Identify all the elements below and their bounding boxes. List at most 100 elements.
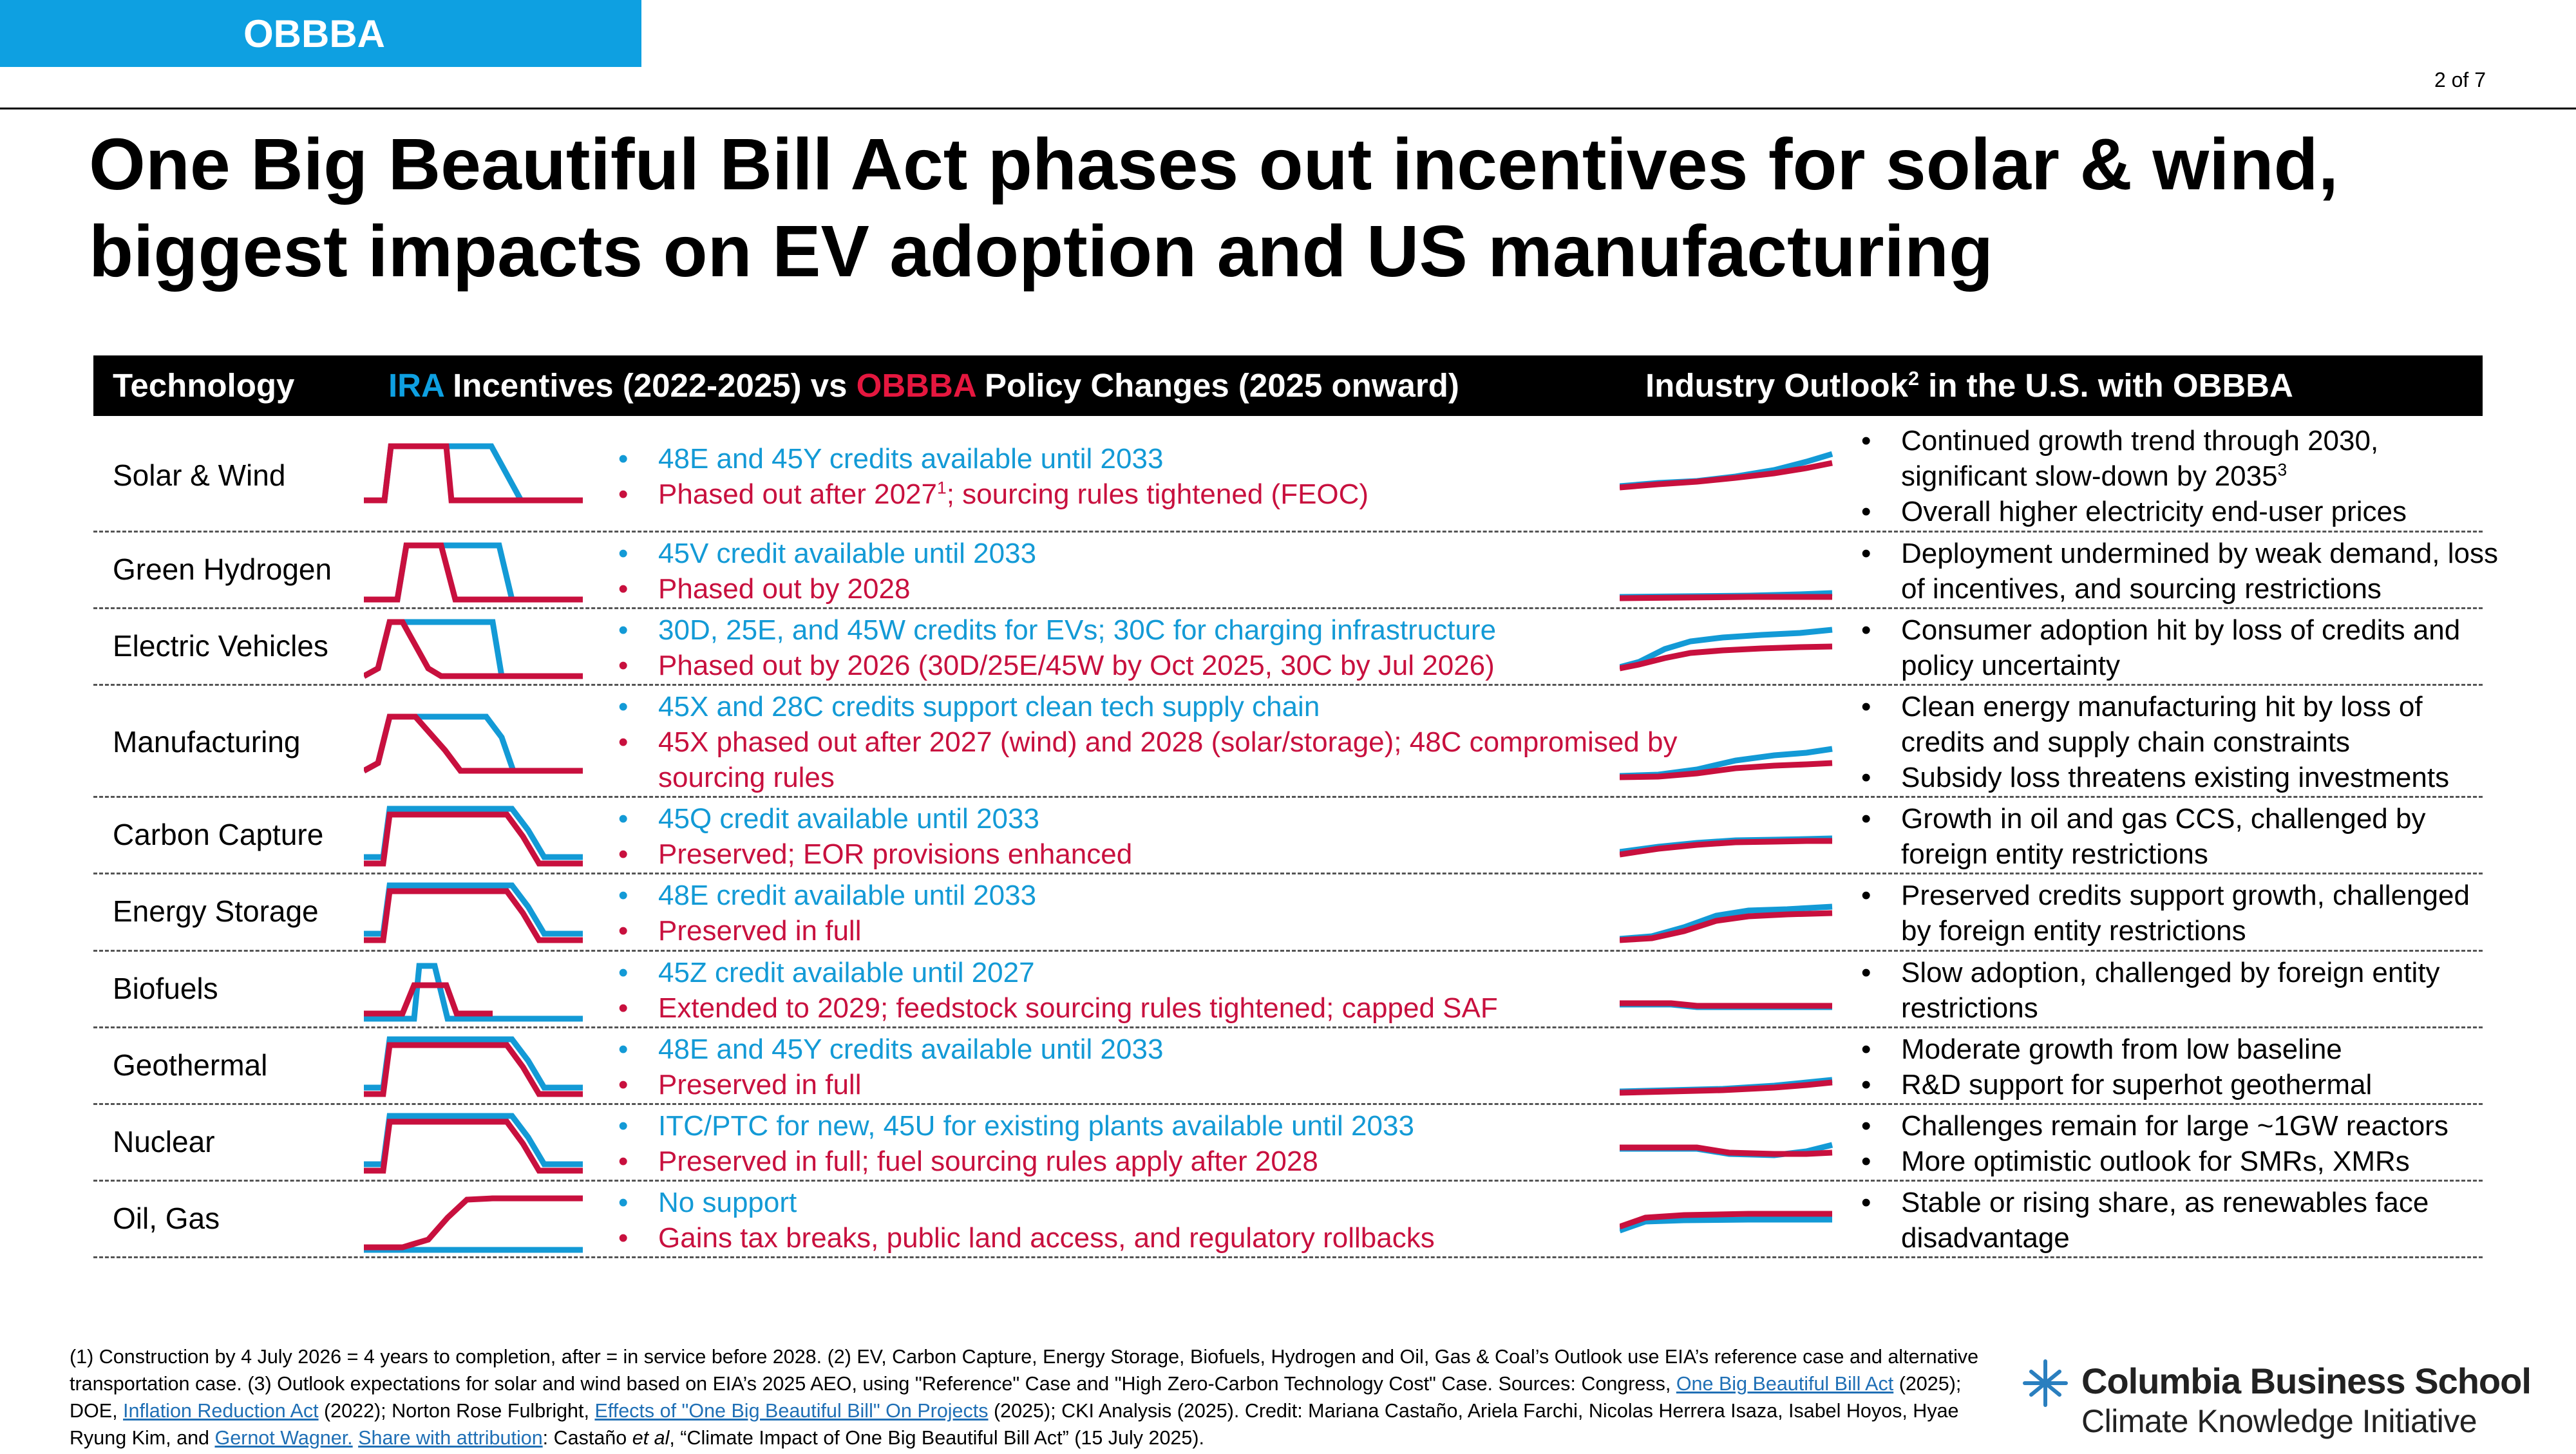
outlook-item: Subsidy loss threatens existing investme… (1861, 760, 2505, 795)
ira-incentive-line (364, 443, 583, 504)
col-policy: IRA Incentives (2022-2025) vs OBBBA Poli… (388, 355, 1459, 416)
footnote-text (353, 1427, 358, 1449)
outlook-item-text: Continued growth trend through 2030, sig… (1901, 425, 2379, 492)
logo-initiative-name: Climate Knowledge Initiative (2081, 1403, 2477, 1439)
outlook-list: Slow adoption, challenged by foreign ent… (1861, 955, 2505, 1026)
columbia-logo: Columbia Business School Climate Knowled… (2020, 1357, 2532, 1441)
obbba-outlook-line (1620, 460, 1833, 491)
outlook-list: Stable or rising share, as renewables fa… (1861, 1185, 2505, 1256)
obbba-incentive-line (364, 443, 583, 504)
page-title: One Big Beautiful Bill Act phases out in… (89, 121, 2523, 295)
col-outlook-text-2: in the U.S. with OBBBA (1919, 367, 2293, 404)
cbs-crown-icon (2023, 1359, 2068, 1407)
incentive-timeline-chart (364, 806, 583, 867)
incentive-timeline-chart (364, 1195, 583, 1253)
ira-incentive: 48E credit available until 2033 (618, 878, 1713, 913)
page-number: 2 of 7 (2434, 68, 2486, 91)
ira-incentive-line (364, 713, 583, 774)
technology-name: Carbon Capture (113, 818, 324, 851)
outlook-chart (1620, 627, 1833, 672)
obbba-outlook-line (1620, 1211, 1832, 1230)
ira-incentive: 48E and 45Y credits available until 2033 (618, 1032, 1713, 1067)
link-ira[interactable]: Inflation Reduction Act (123, 1400, 319, 1422)
obbba-change: Preserved in full (618, 1067, 1713, 1102)
policy-list: 45V credit available until 2033 Phased o… (618, 536, 1713, 607)
ira-incentive: 45X and 28C credits support clean tech s… (618, 689, 1713, 724)
ira-outlook-line (1620, 1216, 1832, 1234)
technology-name: Biofuels (113, 972, 218, 1005)
col-policy-text: Policy Changes (2025 onward) (975, 367, 1459, 404)
incentive-timeline-chart (364, 542, 583, 603)
footnote-italic: et al (632, 1427, 670, 1449)
obbba-outlook-line (1620, 1000, 1832, 1009)
footnote-text: (1) Construction by 4 July 2026 = 4 year… (70, 1346, 1979, 1395)
technology-name: Solar & Wind (113, 458, 286, 492)
obbba-change: Phased out by 2026 (30D/25E/45W by Oct 2… (618, 648, 1713, 683)
ira-incentive: 30D, 25E, and 45W credits for EVs; 30C f… (618, 612, 1713, 648)
obbba-outlook-line (1620, 594, 1832, 601)
policy-list: 30D, 25E, and 45W credits for EVs; 30C f… (618, 612, 1713, 683)
ira-incentive: 48E and 45Y credits available until 2033 (618, 441, 1713, 477)
obbba-change: 45X phased out after 2027 (wind) and 202… (618, 724, 1713, 795)
header-divider (0, 108, 2576, 109)
table-header: Technology IRA Incentives (2022-2025) vs… (93, 355, 2483, 416)
outlook-list: Preserved credits support growth, challe… (1861, 878, 2505, 949)
outlook-item: Slow adoption, challenged by foreign ent… (1861, 955, 2505, 1026)
obbba-outlook-line (1620, 643, 1833, 672)
policy-list: ITC/PTC for new, 45U for existing plants… (618, 1108, 1713, 1179)
technology-name: Geothermal (113, 1048, 268, 1082)
obbba-incentive-line (364, 713, 583, 774)
policy-list: No support Gains tax breaks, public land… (618, 1185, 1713, 1256)
col-outlook: Industry Outlook2 in the U.S. with OBBBA (1645, 355, 2293, 416)
outlook-chart (1620, 1077, 1833, 1096)
ira-incentive: ITC/PTC for new, 45U for existing plants… (618, 1108, 1713, 1144)
obbba-change: Preserved; EOR provisions enhanced (618, 836, 1713, 872)
outlook-chart (1620, 1142, 1833, 1158)
table-row-geothermal: Geothermal 48E and 45Y credits available… (93, 1028, 2483, 1105)
outlook-chart (1620, 1211, 1832, 1234)
outlook-list: Deployment undermined by weak demand, lo… (1861, 536, 2505, 607)
outlook-item: Clean energy manufacturing hit by loss o… (1861, 689, 2505, 760)
outlook-item: Preserved credits support growth, challe… (1861, 878, 2505, 949)
link-obbba[interactable]: One Big Beautiful Bill Act (1676, 1373, 1894, 1395)
technology-name: Oil, Gas (113, 1202, 220, 1235)
footnote-text: : Castaño (542, 1427, 632, 1449)
link-norton-rose[interactable]: Effects of "One Big Beautiful Bill" On P… (594, 1400, 989, 1422)
obbba-change: Phased out by 2028 (618, 571, 1713, 607)
table-row-biofuels: Biofuels 45Z credit available until 2027… (93, 952, 2483, 1028)
footnote-text: , “Climate Impact of One Big Beautiful B… (669, 1427, 1204, 1449)
obbba-incentive-line (364, 811, 583, 867)
outlook-chart (1620, 835, 1833, 858)
outlook-item: More optimistic outlook for SMRs, XMRs (1861, 1144, 2505, 1179)
table-row-solar-wind: Solar & Wind 48E and 45Y credits availab… (93, 422, 2483, 533)
obbba-label: OBBBA (856, 367, 976, 404)
ira-incentive-line (364, 619, 583, 679)
obbba-incentive-line (364, 888, 583, 943)
policy-list: 45Q credit available until 2033 Preserve… (618, 801, 1713, 872)
table-row-manufacturing: Manufacturing 45X and 28C credits suppor… (93, 686, 2483, 798)
obbba-change: Extended to 2029; feedstock sourcing rul… (618, 990, 1713, 1026)
footnote-ref: 1 (937, 478, 947, 498)
link-share-attribution[interactable]: Share with attribution (358, 1427, 543, 1449)
technology-name: Manufacturing (113, 725, 301, 759)
outlook-list: Clean energy manufacturing hit by loss o… (1861, 689, 2505, 795)
outlook-item: Deployment undermined by weak demand, lo… (1861, 536, 2505, 607)
outlook-list: Consumer adoption hit by loss of credits… (1861, 612, 2505, 683)
technology-name: Electric Vehicles (113, 629, 328, 663)
link-gernot-wagner[interactable]: Gernot Wagner. (214, 1427, 353, 1449)
obbba-outlook-line (1620, 1144, 1833, 1157)
technology-name: Energy Storage (113, 894, 319, 928)
outlook-chart (1620, 451, 1833, 491)
ira-label: IRA (388, 367, 444, 404)
policy-list: 48E and 45Y credits available until 2033… (618, 441, 1713, 512)
outlook-chart (1620, 746, 1833, 780)
obbba-outlook-line (1620, 910, 1833, 943)
outlook-list: Moderate growth from low baseline R&D su… (1861, 1032, 2505, 1102)
outlook-chart (1620, 590, 1833, 601)
incentive-timeline-chart (364, 443, 583, 504)
obbba-incentive-line (364, 1119, 583, 1174)
policy-list: 48E credit available until 2033 Preserve… (618, 878, 1713, 949)
obbba-outlook-line (1620, 838, 1832, 858)
incentive-timeline-chart (364, 713, 583, 774)
incentive-timeline-chart (364, 1036, 583, 1097)
